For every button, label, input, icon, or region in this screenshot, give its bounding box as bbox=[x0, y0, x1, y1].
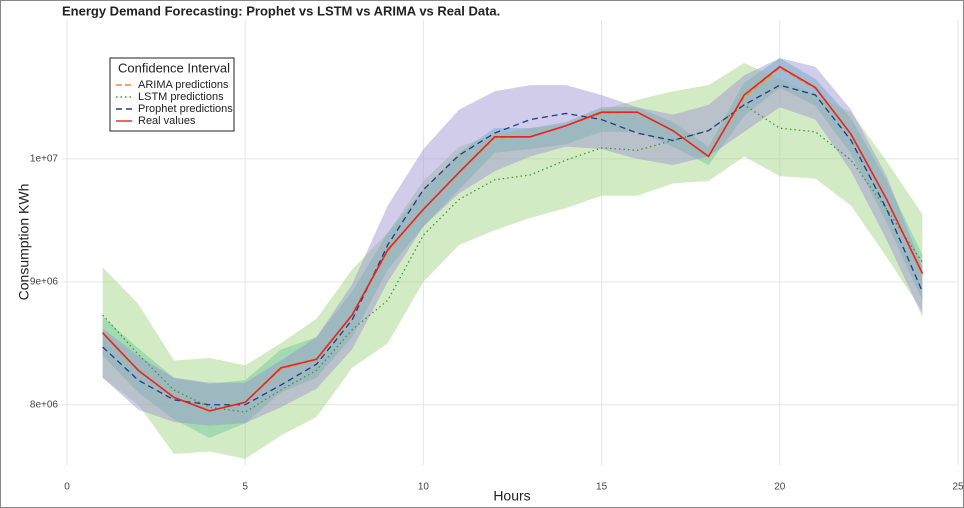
x-axis-label: Hours bbox=[493, 488, 530, 504]
lines bbox=[102, 65, 924, 413]
bands bbox=[102, 58, 923, 459]
y-tick-label: 1e+07 bbox=[30, 154, 59, 165]
chart-title: Energy Demand Forecasting: Prophet vs LS… bbox=[62, 3, 500, 18]
confidence-band bbox=[102, 63, 923, 459]
confidence-band bbox=[102, 58, 923, 438]
x-tick-label: 10 bbox=[418, 482, 430, 493]
legend-label: ARIMA predictions bbox=[138, 79, 229, 91]
legend: Confidence Interval ARIMA predictionsLSTM… bbox=[109, 57, 235, 132]
legend-label: LSTM predictions bbox=[138, 91, 224, 103]
series-line bbox=[102, 104, 923, 413]
x-tick-label: 25 bbox=[952, 482, 964, 493]
y-axis-label: Consumption KWh bbox=[16, 184, 32, 301]
series-line bbox=[102, 65, 924, 412]
y-tick-label: 8e+06 bbox=[30, 399, 59, 410]
x-tick-label: 5 bbox=[242, 482, 248, 493]
legend-label: Real values bbox=[138, 115, 196, 127]
legend-box bbox=[109, 57, 235, 132]
grid: 8e+06 9e+06 1e+07 0 5 10 15 20 25 bbox=[30, 20, 964, 493]
x-tick-label: 20 bbox=[774, 482, 786, 493]
series-line bbox=[102, 84, 923, 406]
x-tick-label: 0 bbox=[64, 482, 70, 493]
legend-label: Prophet predictions bbox=[138, 103, 233, 115]
y-tick-label: 9e+06 bbox=[30, 276, 59, 287]
confidence-band bbox=[102, 58, 923, 426]
x-tick-label: 15 bbox=[596, 482, 608, 493]
legend-title: Confidence Interval bbox=[118, 60, 230, 75]
